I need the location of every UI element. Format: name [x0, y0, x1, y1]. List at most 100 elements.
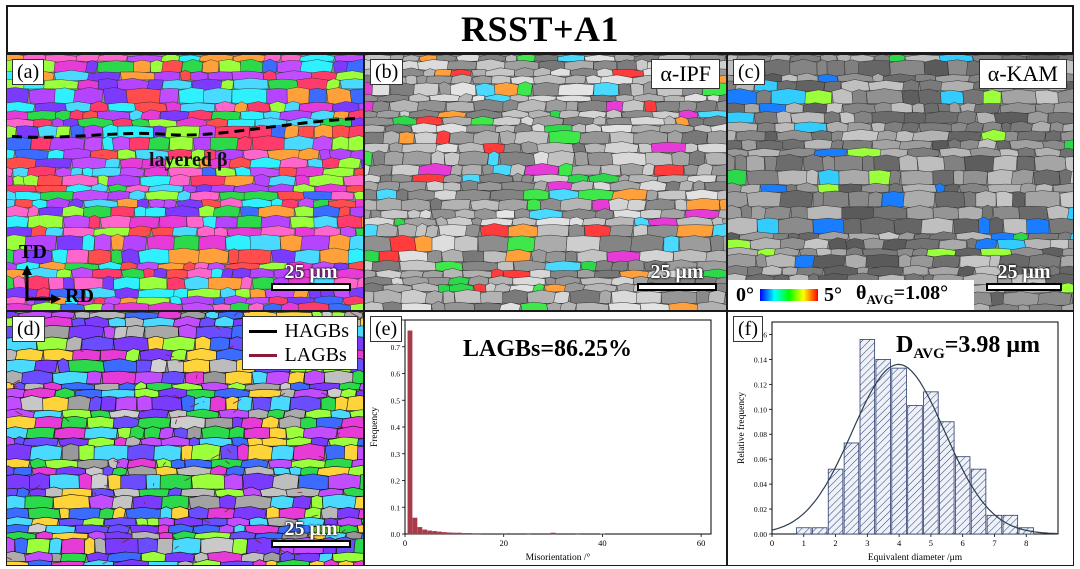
- lagb-segment: [224, 507, 232, 513]
- grain: [237, 443, 250, 461]
- lagb-segment: [12, 385, 18, 388]
- grain: [920, 217, 954, 235]
- grain: [471, 75, 495, 85]
- lagb-segment: [226, 345, 234, 350]
- bar: [859, 339, 876, 535]
- y-axis-label: Frequency: [370, 407, 380, 447]
- grain: [28, 88, 57, 104]
- grain: [183, 358, 210, 374]
- grain: [858, 60, 890, 77]
- grain: [1062, 123, 1073, 132]
- grain: [210, 267, 224, 278]
- grain: [746, 190, 784, 207]
- grain: [170, 459, 186, 469]
- grain: [353, 538, 363, 555]
- grain: [947, 59, 970, 76]
- scalebar-text-d: 25 μm: [284, 518, 338, 540]
- grain: [630, 234, 665, 252]
- grain: [587, 151, 614, 166]
- lagb-segment: [77, 349, 84, 353]
- grain: [779, 189, 814, 209]
- grain: [190, 443, 221, 461]
- grain: [688, 150, 706, 166]
- grain: [236, 396, 253, 413]
- grain: [725, 291, 726, 299]
- grain: [321, 493, 358, 509]
- grain: [98, 507, 115, 520]
- grain: [244, 382, 281, 392]
- grain: [848, 190, 871, 208]
- grain: [712, 223, 726, 238]
- grain: [718, 94, 726, 103]
- grain: [169, 136, 194, 152]
- grain: [565, 250, 578, 262]
- lagbs-swatch: [248, 353, 277, 357]
- grain: [444, 301, 475, 310]
- grain: [231, 88, 267, 105]
- grain: [611, 289, 638, 305]
- grain: [889, 59, 926, 77]
- legend-row-lagbs: LAGBs: [248, 343, 349, 367]
- grain: [286, 86, 310, 105]
- grain: [61, 443, 80, 461]
- grain: [7, 101, 36, 113]
- grain: [471, 69, 488, 77]
- bar: [550, 532, 556, 535]
- grain: [704, 152, 726, 166]
- grain: [337, 157, 362, 170]
- grain: [49, 136, 86, 151]
- grain: [598, 235, 633, 254]
- grain: [799, 247, 818, 256]
- grain: [88, 215, 101, 229]
- grain: [60, 552, 87, 564]
- grain: [960, 139, 980, 150]
- grain: [611, 188, 648, 202]
- bar: [466, 532, 472, 535]
- grain: [546, 302, 564, 310]
- grain: [149, 358, 168, 374]
- lagb-segment: [321, 392, 331, 397]
- grain: [382, 301, 403, 310]
- grain: [565, 235, 601, 253]
- grain: [962, 88, 985, 106]
- grain: [365, 188, 377, 201]
- panel-f: 0.000.020.040.060.080.100.120.140.160123…: [727, 311, 1074, 566]
- grain: [639, 209, 663, 219]
- bar: [417, 527, 423, 535]
- grain: [989, 303, 1019, 310]
- grain: [188, 494, 222, 511]
- grain: [982, 89, 1002, 105]
- grain: [162, 79, 192, 90]
- kam-colorbar-strip: 0° 5° θAVG=1.08°: [728, 280, 974, 310]
- grain: [71, 156, 108, 170]
- grain: [477, 181, 503, 191]
- grain: [207, 71, 233, 81]
- grain: [90, 473, 109, 490]
- grain: [279, 234, 304, 252]
- grain: [52, 494, 90, 510]
- grain: [12, 175, 25, 187]
- grain: [376, 181, 401, 193]
- bar: [811, 527, 828, 535]
- grain: [391, 163, 420, 177]
- grain: [159, 88, 179, 104]
- grain: [888, 170, 902, 185]
- grain: [104, 158, 121, 169]
- grain: [327, 473, 362, 490]
- grain: [980, 248, 1012, 257]
- grain: [164, 551, 195, 563]
- grain: [473, 99, 505, 112]
- scalebar-bar-b: [637, 283, 717, 291]
- lagb-segment: [33, 484, 41, 490]
- scalebar-text-b: 25 μm: [650, 261, 704, 283]
- d-avg-label: DAVG=3.98 μm: [896, 332, 1040, 363]
- bar: [796, 527, 812, 535]
- grain: [794, 254, 815, 269]
- grain: [608, 302, 642, 310]
- grain: [58, 517, 86, 527]
- theta-sub: AVG: [866, 292, 894, 307]
- grain: [186, 426, 202, 439]
- grain: [225, 234, 252, 251]
- grain: [383, 150, 404, 166]
- grain: [1048, 217, 1073, 234]
